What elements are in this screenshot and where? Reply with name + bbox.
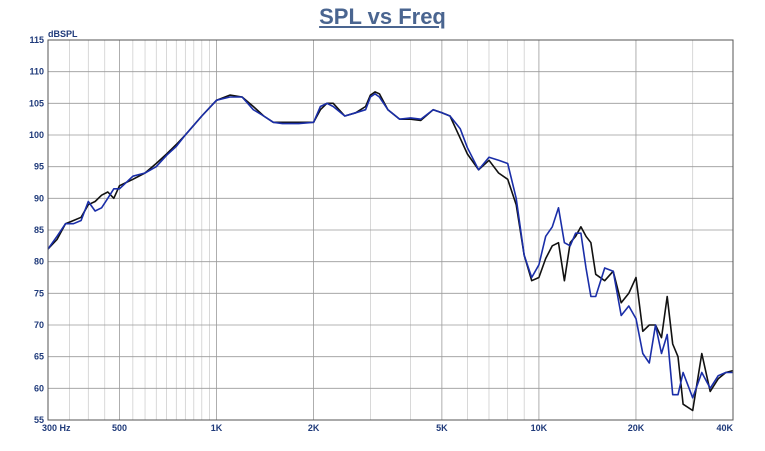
x-tick-label: 20K: [628, 423, 645, 433]
y-tick-label: 75: [34, 288, 44, 298]
y-tick-label: 95: [34, 162, 44, 172]
x-tick-label: 500: [112, 423, 127, 433]
y-tick-label: 85: [34, 225, 44, 235]
y-tick-label: 70: [34, 320, 44, 330]
y-tick-label: 65: [34, 352, 44, 362]
y-tick-label: 55: [34, 415, 44, 425]
y-tick-label: 105: [29, 98, 44, 108]
y-tick-label: 80: [34, 257, 44, 267]
y-tick-label: 110: [29, 67, 44, 77]
grid: [47, 39, 734, 421]
y-tick-label: 115: [29, 35, 44, 45]
y-tick-label: 90: [34, 193, 44, 203]
series-line-2: [47, 93, 733, 399]
series-layer: [47, 91, 734, 412]
y-axis-label: dBSPL: [48, 29, 78, 39]
x-tick-label: 1K: [211, 423, 223, 433]
y-tick-label: 100: [29, 130, 44, 140]
y-tick-label: 60: [34, 383, 44, 393]
x-tick-label: 40K: [716, 423, 733, 433]
chart-title: SPL vs Freq: [319, 4, 446, 29]
x-tick-label: 10K: [531, 423, 548, 433]
x-tick-label: 300 Hz: [42, 423, 71, 433]
x-tick-label: 2K: [308, 423, 320, 433]
x-tick-label: 5K: [436, 423, 448, 433]
plot-frame: [47, 39, 734, 421]
axes: 55 60 65 70 75 80 85 90 95 100 105 110 115 300 Hz 500 1…: [29, 35, 734, 433]
